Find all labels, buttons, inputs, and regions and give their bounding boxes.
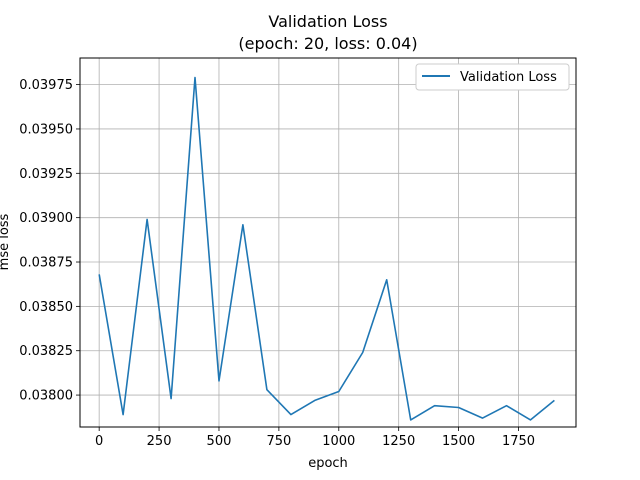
x-tick-label: 250 [147, 434, 172, 449]
y-axis-label: mse loss [0, 213, 12, 270]
x-tick-label: 0 [95, 434, 103, 449]
y-tick-label: 0.03975 [19, 78, 73, 93]
chart-subtitle: (epoch: 20, loss: 0.04) [238, 34, 417, 53]
y-tick-label: 0.03825 [19, 344, 73, 359]
grid [80, 58, 576, 427]
x-ticks: 0 250 500 750 1000 1250 1500 1750 [95, 427, 535, 449]
x-axis-label: epoch [308, 456, 348, 471]
x-tick-label: 1500 [442, 434, 475, 449]
y-tick-label: 0.03800 [19, 389, 73, 404]
series-group [98, 76, 555, 421]
y-tick-label: 0.03900 [19, 211, 73, 226]
chart-title: Validation Loss [268, 12, 387, 31]
x-tick-label: 750 [266, 434, 291, 449]
y-tick-label: 0.03850 [19, 300, 73, 315]
x-tick-label: 1000 [322, 434, 355, 449]
x-tick-label: 1250 [382, 434, 415, 449]
y-ticks: 0.03800 0.03825 0.03850 0.03875 0.03900 0.039… [19, 78, 80, 404]
plot-frame [79, 57, 577, 428]
y-tick-label: 0.03875 [19, 256, 73, 271]
y-tick-label: 0.03925 [19, 167, 73, 182]
legend-box [415, 63, 570, 91]
legend: Validation Loss [415, 63, 570, 91]
series-line-validation-loss [98, 76, 555, 421]
y-tick-label: 0.03950 [19, 122, 73, 137]
legend-label: Validation Loss [460, 70, 557, 85]
x-tick-label: 500 [207, 434, 232, 449]
x-tick-label: 1750 [502, 434, 535, 449]
